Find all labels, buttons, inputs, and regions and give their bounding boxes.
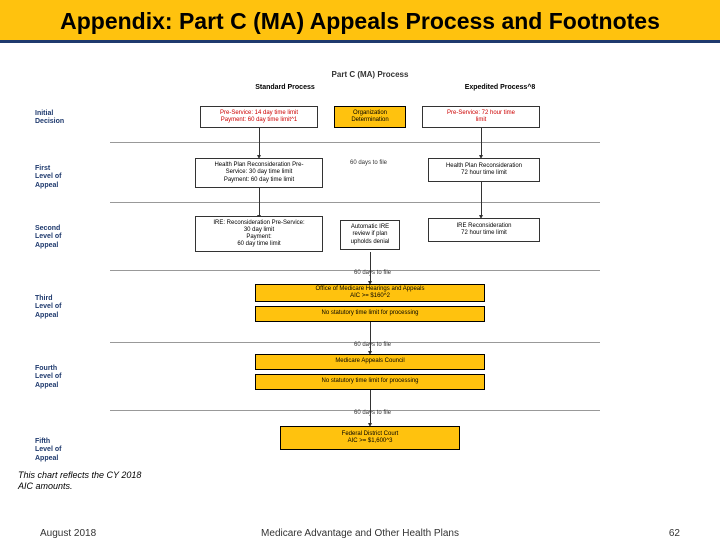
row-second: SecondLevel ofAppeal [35,225,105,250]
box-exp-first: Health Plan Reconsideration72 hour time … [428,158,540,182]
arrow [370,390,371,424]
arrow [370,322,371,352]
page-number: 62 [669,528,680,539]
note-60days-4: 60 days to file [354,410,391,416]
row-fifth: FifthLevel ofAppeal [35,438,105,463]
title-band: Appendix: Part C (MA) Appeals Process an… [0,0,720,43]
page-title: Appendix: Part C (MA) Appeals Process an… [0,8,720,36]
row-fourth: FourthLevel ofAppeal [35,365,105,390]
note-60days-3: 60 days to file [354,342,391,348]
arrow [259,188,260,216]
box-exp-initial: Pre-Service: 72 hour timelimit [422,106,540,128]
arrow [259,128,260,156]
col-expedited: Expedited Process^8 [450,84,550,91]
arrow [481,182,482,216]
box-mac: Medicare Appeals Council [255,354,485,370]
divider [110,142,600,143]
box-std-initial: Pre-Service: 14 day time limitPayment: 6… [200,106,318,128]
chart-title: Part C (MA) Process [332,70,409,79]
box-std-second: IRE: Reconsideration Pre-Service:30 day … [195,216,323,252]
box-std-first: Health Plan Reconsideration Pre-Service:… [195,158,323,188]
note-60days: 60 days to file [350,160,387,166]
arrow [370,252,371,282]
box-ire-auto: Automatic IREreview if planupholds denia… [340,220,400,250]
col-standard: Standard Process [235,84,335,91]
box-fdc: Federal District CourtAIC >= $1,600^3 [280,426,460,450]
divider [110,202,600,203]
arrow [481,128,482,156]
footer-date: August 2018 [40,528,96,539]
row-initial: InitialDecision [35,110,105,127]
box-exp-second: IRE Reconsideration72 hour time limit [428,218,540,242]
box-mac-sub: No statutory time limit for processing [255,374,485,390]
box-omha: Office of Medicare Hearings and AppealsA… [255,284,485,302]
box-omha-sub: No statutory time limit for processing [255,306,485,322]
flowchart-canvas: Part C (MA) Process Standard Process Exp… [140,70,600,490]
footnote-text: This chart reflects the CY 2018 AIC amou… [18,470,158,492]
note-60days-2: 60 days to file [354,270,391,276]
box-org-determination: OrganizationDetermination [334,106,406,128]
row-third: ThirdLevel ofAppeal [35,295,105,320]
row-first: FirstLevel ofAppeal [35,165,105,190]
footer-center: Medicare Advantage and Other Health Plan… [261,528,459,539]
